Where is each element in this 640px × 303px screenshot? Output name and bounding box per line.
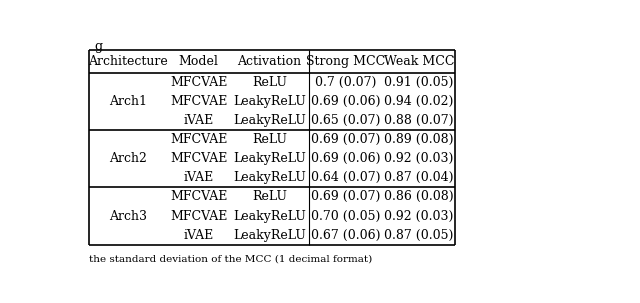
Text: Model: Model <box>179 55 218 68</box>
Text: 0.92 (0.03): 0.92 (0.03) <box>384 152 454 165</box>
Text: iVAE: iVAE <box>184 114 214 127</box>
Text: LeakyReLU: LeakyReLU <box>233 152 306 165</box>
Text: ReLU: ReLU <box>252 75 287 88</box>
Text: the standard deviation of the MCC (1 decimal format): the standard deviation of the MCC (1 dec… <box>89 254 372 263</box>
Text: LeakyReLU: LeakyReLU <box>233 95 306 108</box>
Text: 0.69 (0.07): 0.69 (0.07) <box>310 133 380 146</box>
Text: 0.65 (0.07): 0.65 (0.07) <box>310 114 380 127</box>
Text: Arch3: Arch3 <box>109 209 147 222</box>
Text: MFCVAE: MFCVAE <box>170 152 227 165</box>
Text: 0.7 (0.07): 0.7 (0.07) <box>315 75 376 88</box>
Text: 0.69 (0.07): 0.69 (0.07) <box>310 190 380 203</box>
Text: MFCVAE: MFCVAE <box>170 75 227 88</box>
Text: MFCVAE: MFCVAE <box>170 209 227 222</box>
Text: ReLU: ReLU <box>252 133 287 146</box>
Text: 0.87 (0.04): 0.87 (0.04) <box>384 171 454 184</box>
Text: 0.88 (0.07): 0.88 (0.07) <box>384 114 454 127</box>
Text: 0.94 (0.02): 0.94 (0.02) <box>384 95 454 108</box>
Text: 0.91 (0.05): 0.91 (0.05) <box>384 75 454 88</box>
Text: ReLU: ReLU <box>252 190 287 203</box>
Text: Activation: Activation <box>237 55 301 68</box>
Text: 0.89 (0.08): 0.89 (0.08) <box>384 133 454 146</box>
Text: MFCVAE: MFCVAE <box>170 190 227 203</box>
Text: iVAE: iVAE <box>184 171 214 184</box>
Text: LeakyReLU: LeakyReLU <box>233 229 306 241</box>
Text: 0.64 (0.07): 0.64 (0.07) <box>310 171 380 184</box>
Text: g: g <box>94 40 102 53</box>
Text: 0.86 (0.08): 0.86 (0.08) <box>384 190 454 203</box>
Text: 0.87 (0.05): 0.87 (0.05) <box>384 229 454 241</box>
Text: LeakyReLU: LeakyReLU <box>233 209 306 222</box>
Text: MFCVAE: MFCVAE <box>170 95 227 108</box>
Text: iVAE: iVAE <box>184 229 214 241</box>
Text: 0.70 (0.05): 0.70 (0.05) <box>310 209 380 222</box>
Text: Strong MCC: Strong MCC <box>306 55 385 68</box>
Text: Architecture: Architecture <box>88 55 168 68</box>
Text: MFCVAE: MFCVAE <box>170 133 227 146</box>
Text: 0.69 (0.06): 0.69 (0.06) <box>310 95 380 108</box>
Text: 0.92 (0.03): 0.92 (0.03) <box>384 209 454 222</box>
Text: LeakyReLU: LeakyReLU <box>233 114 306 127</box>
Text: Arch2: Arch2 <box>109 152 147 165</box>
Text: 0.67 (0.06): 0.67 (0.06) <box>310 229 380 241</box>
Text: 0.69 (0.06): 0.69 (0.06) <box>310 152 380 165</box>
Text: Weak MCC: Weak MCC <box>383 55 454 68</box>
Text: LeakyReLU: LeakyReLU <box>233 171 306 184</box>
Text: Arch1: Arch1 <box>109 95 147 108</box>
